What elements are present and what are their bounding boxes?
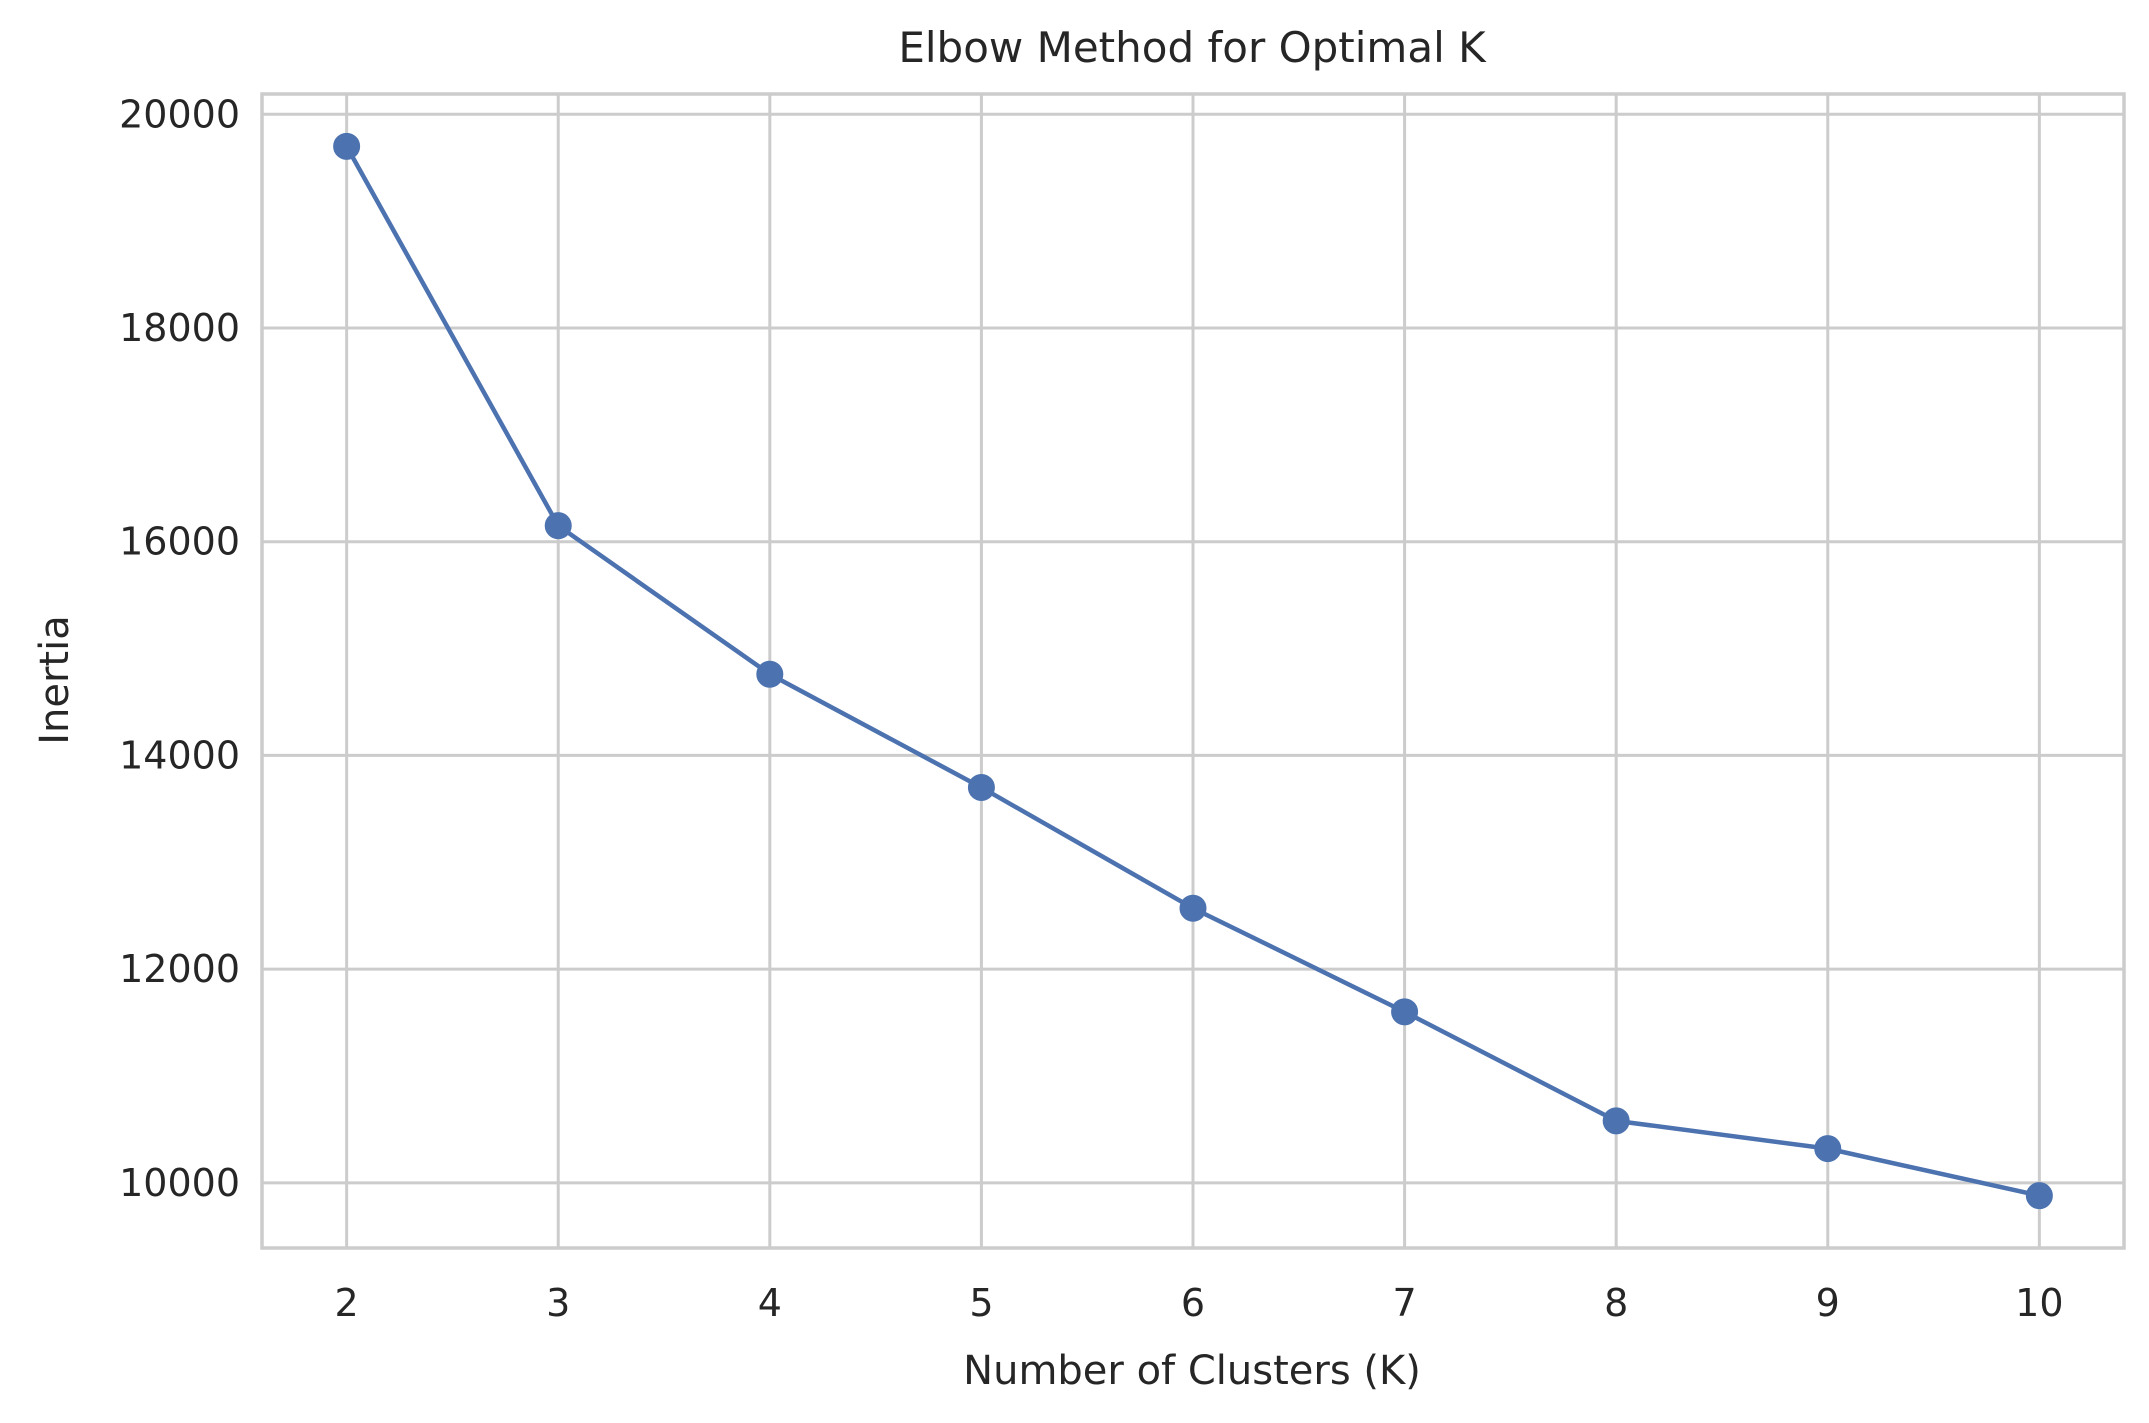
x-tick-label-3: 5	[969, 1281, 993, 1325]
data-point-k10	[2025, 1182, 2053, 1210]
data-point-k6	[1179, 894, 1207, 922]
data-point-k2	[333, 132, 361, 160]
y-axis-label: Inertia	[32, 615, 78, 745]
axes-frame	[260, 92, 2126, 1250]
x-tick-label-5: 7	[1392, 1281, 1416, 1325]
data-point-k5	[967, 773, 995, 801]
x-tick-label-7: 9	[1816, 1281, 1840, 1325]
x-axis-label: Number of Clusters (K)	[963, 1348, 1421, 1394]
y-tick-label-2: 14000	[119, 733, 240, 777]
y-tick-label-1: 12000	[119, 947, 240, 991]
data-point-k8	[1602, 1107, 1630, 1135]
series-layer	[333, 132, 2053, 1210]
y-tick-label-5: 20000	[119, 92, 240, 136]
x-tick-label-2: 4	[758, 1281, 782, 1325]
data-point-k3	[544, 512, 572, 540]
y-tick-label-0: 10000	[119, 1161, 240, 1205]
y-tick-label-3: 16000	[119, 520, 240, 564]
x-tick-label-1: 3	[546, 1281, 570, 1325]
tick-labels: 2 3 4 5 6 7 8 9 10 10000 12000 14000 16000 18000 20000	[119, 92, 2063, 1325]
x-tick-label-6: 8	[1604, 1281, 1628, 1325]
chart-title: Elbow Method for Optimal K	[898, 23, 1487, 72]
y-tick-label-4: 18000	[119, 306, 240, 350]
data-point-k9	[1814, 1135, 1842, 1163]
grid-lines	[262, 94, 2124, 1248]
data-point-k4	[756, 660, 784, 688]
plot-border	[260, 92, 2126, 1250]
data-point-k7	[1391, 998, 1419, 1026]
x-tick-label-8: 10	[2015, 1281, 2063, 1325]
x-tick-label-4: 6	[1181, 1281, 1205, 1325]
x-tick-label-0: 2	[335, 1281, 359, 1325]
